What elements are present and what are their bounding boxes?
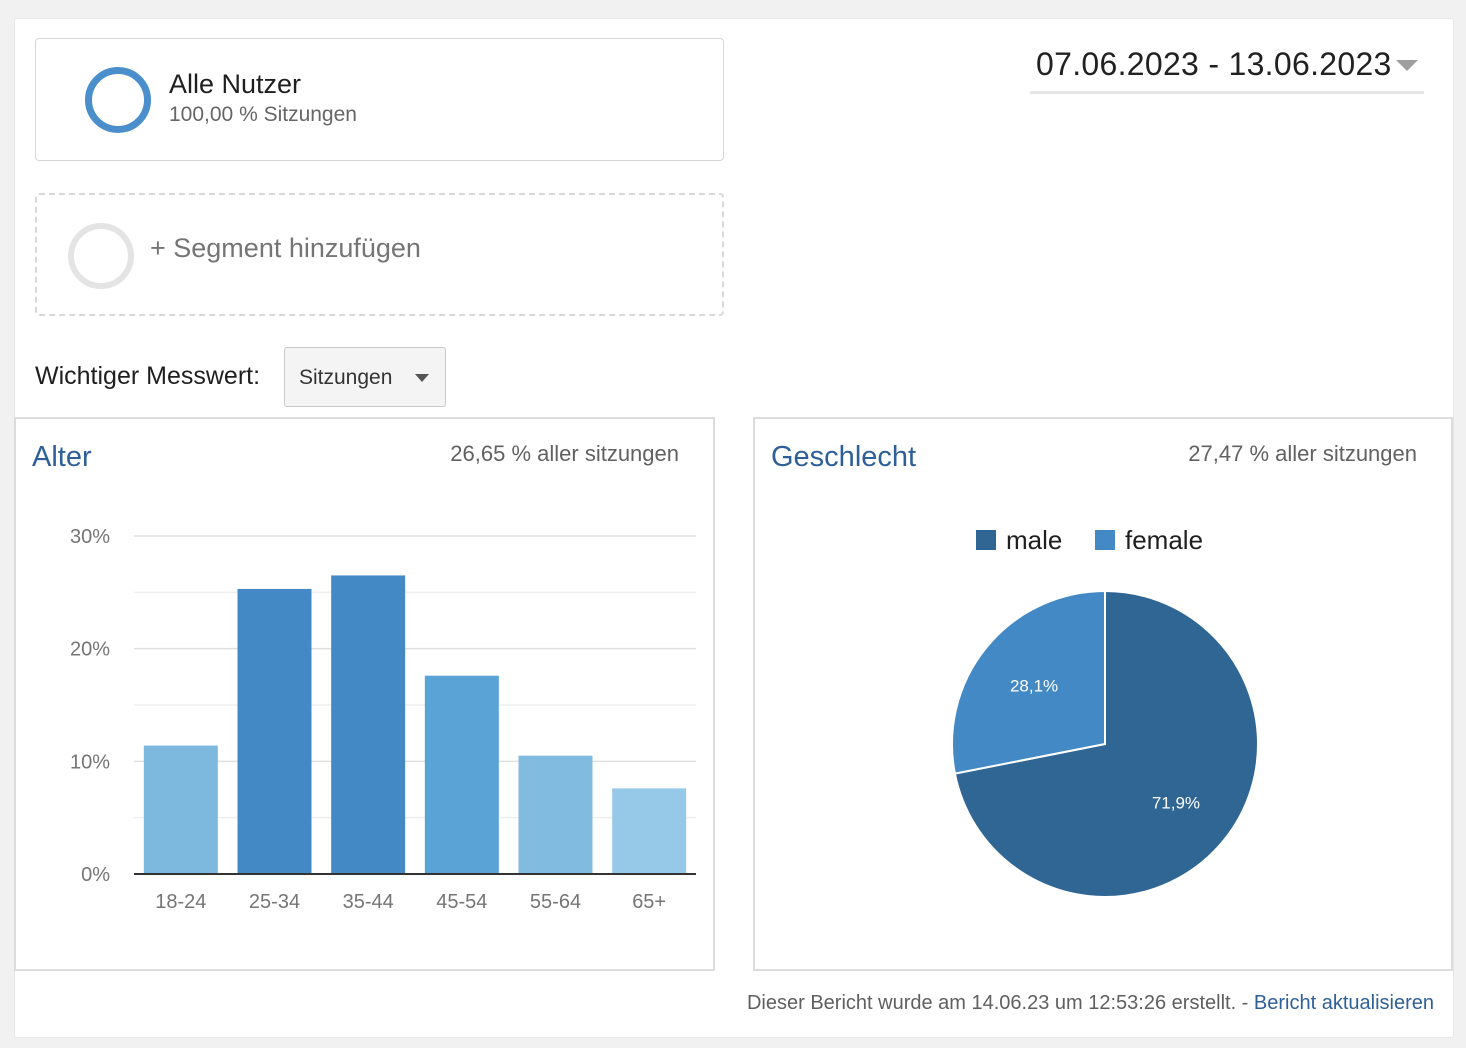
footer-text: Dieser Bericht wurde am 14.06.23 um 12:5…: [746, 992, 1254, 1014]
x-tick-label: 18-24: [155, 891, 206, 913]
bar-18-24[interactable]: [143, 745, 218, 874]
add-segment-label: + Segment hinzufügen: [150, 233, 421, 263]
add-segment-button[interactable]: + Segment hinzufügen: [35, 193, 724, 316]
bar-65+[interactable]: [612, 788, 687, 874]
segment-subtitle: 100,00 % Sitzungen: [169, 103, 357, 126]
age-bar-chart: 0% 10% 20% 30% 18-24 25-34 35-44 45-54 55-64 65+: [70, 526, 696, 913]
date-range-picker[interactable]: 07.06.2023 - 13.06.2023: [1030, 42, 1424, 94]
gender-card-title: Geschlecht: [771, 441, 917, 473]
x-tick-label: 25-34: [249, 891, 300, 913]
age-card-share: 26,65 % aller sitzungen: [450, 441, 679, 466]
bar-55-64[interactable]: [518, 755, 593, 874]
gender-card-share: 27,47 % aller sitzungen: [1188, 441, 1417, 466]
segment-title: Alle Nutzer: [169, 69, 302, 99]
age-card: Alter 26,65 % aller sitzungen 0% 10% 20% 30…: [14, 417, 715, 971]
dropdown-caret-icon: [415, 374, 429, 382]
metric-dropdown[interactable]: Sitzungen: [284, 347, 446, 407]
segment-all-users[interactable]: Alle Nutzer 100,00 % Sitzungen: [35, 38, 724, 161]
date-range-text: 07.06.2023 - 13.06.2023: [1036, 46, 1392, 82]
pie-slice-male[interactable]: [953, 589, 1259, 898]
legend-swatch-female: [1095, 530, 1115, 550]
pie-value-label: 71,9%: [1152, 793, 1200, 812]
x-tick-label: 35-44: [343, 891, 394, 913]
x-tick-label: 65+: [632, 891, 666, 913]
empty-segment-ring-icon: [68, 223, 134, 289]
metric-label: Wichtiger Messwert:: [35, 362, 261, 390]
refresh-report-link[interactable]: Bericht aktualisieren: [1253, 992, 1434, 1014]
age-card-title: Alter: [32, 441, 92, 473]
bar-35-44[interactable]: [331, 575, 406, 874]
legend-label-female: female: [1125, 525, 1203, 555]
y-tick-label: 30%: [70, 526, 110, 548]
segment-ring-icon: [85, 67, 151, 133]
x-tick-label: 45-54: [436, 891, 487, 913]
report-footer: Dieser Bericht wurde am 14.06.23 um 12:5…: [747, 992, 1434, 1015]
y-tick-label: 20%: [70, 639, 110, 661]
pie-value-label: 28,1%: [1010, 677, 1058, 696]
gender-card: Geschlecht 27,47 % aller sitzungen male f…: [753, 417, 1453, 971]
metric-selected-value: Sitzungen: [299, 366, 393, 389]
legend-label-male: male: [1006, 525, 1062, 555]
legend-swatch-male: [976, 530, 996, 550]
y-tick-label: 0%: [81, 864, 110, 886]
bar-25-34[interactable]: [237, 588, 312, 874]
chevron-down-icon: [1396, 60, 1418, 71]
bar-45-54[interactable]: [424, 675, 499, 874]
gender-pie-chart: male female 71,9% 28,1%: [951, 525, 1259, 898]
y-tick-label: 10%: [70, 751, 110, 773]
pie-slice-female[interactable]: [951, 589, 1106, 775]
x-tick-label: 55-64: [530, 891, 581, 913]
